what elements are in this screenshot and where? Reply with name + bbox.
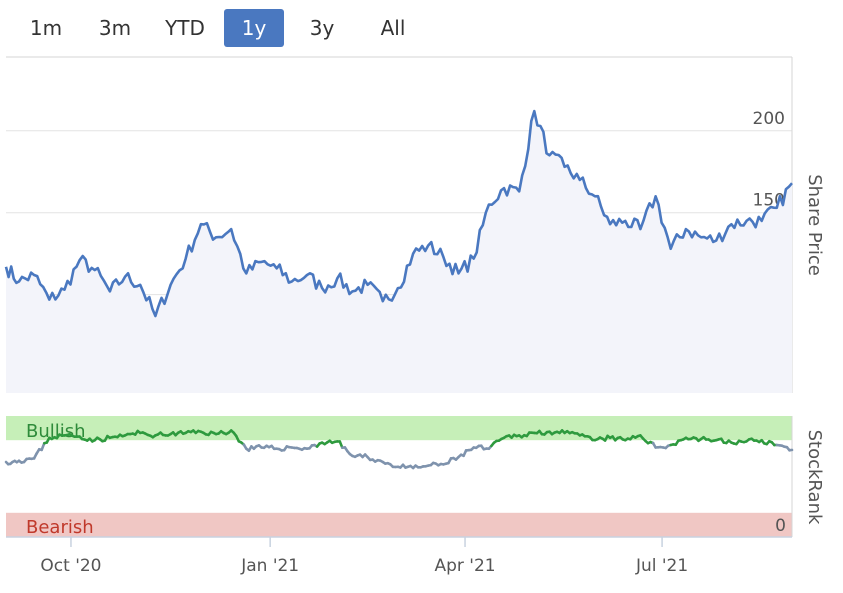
- stockrank-y-tick-label: 0: [775, 516, 786, 536]
- range-button-all[interactable]: All: [380, 16, 406, 40]
- price-series-line: [4, 109, 793, 318]
- zone-label-bearish: Bearish: [26, 517, 94, 538]
- price-y-tick-label: 200: [753, 109, 785, 129]
- stockrank-y-axis-title: StockRank: [804, 430, 825, 525]
- price-area-fill: [6, 111, 792, 393]
- x-axis-tick-label: Apr '21: [434, 556, 495, 576]
- zone-label-bullish: Bullish: [26, 421, 86, 442]
- range-button-3m[interactable]: 3m: [98, 16, 132, 40]
- zone-bearish: [6, 512, 792, 537]
- x-axis-tick-label: Jul '21: [635, 556, 688, 576]
- price-panel: 50100150200Share Price: [4, 56, 825, 393]
- x-axis-tick-label: Oct '20: [40, 556, 101, 576]
- range-selector: 1m 3m YTD 1y 3y All: [0, 6, 440, 48]
- x-axis: Oct '20 Jan '21 Apr '21 Jul '21: [6, 536, 792, 576]
- range-button-1m[interactable]: 1m: [29, 16, 63, 40]
- stockrank-panel: Bullish Bearish 0 StockRank: [4, 416, 825, 538]
- range-button-ytd[interactable]: YTD: [165, 16, 205, 40]
- price-y-axis-title: Share Price: [804, 174, 825, 276]
- range-button-1y[interactable]: 1y: [224, 9, 284, 47]
- range-button-3y[interactable]: 3y: [309, 16, 335, 40]
- zone-bullish: [6, 416, 792, 441]
- x-axis-tick-label: Jan '21: [240, 556, 299, 576]
